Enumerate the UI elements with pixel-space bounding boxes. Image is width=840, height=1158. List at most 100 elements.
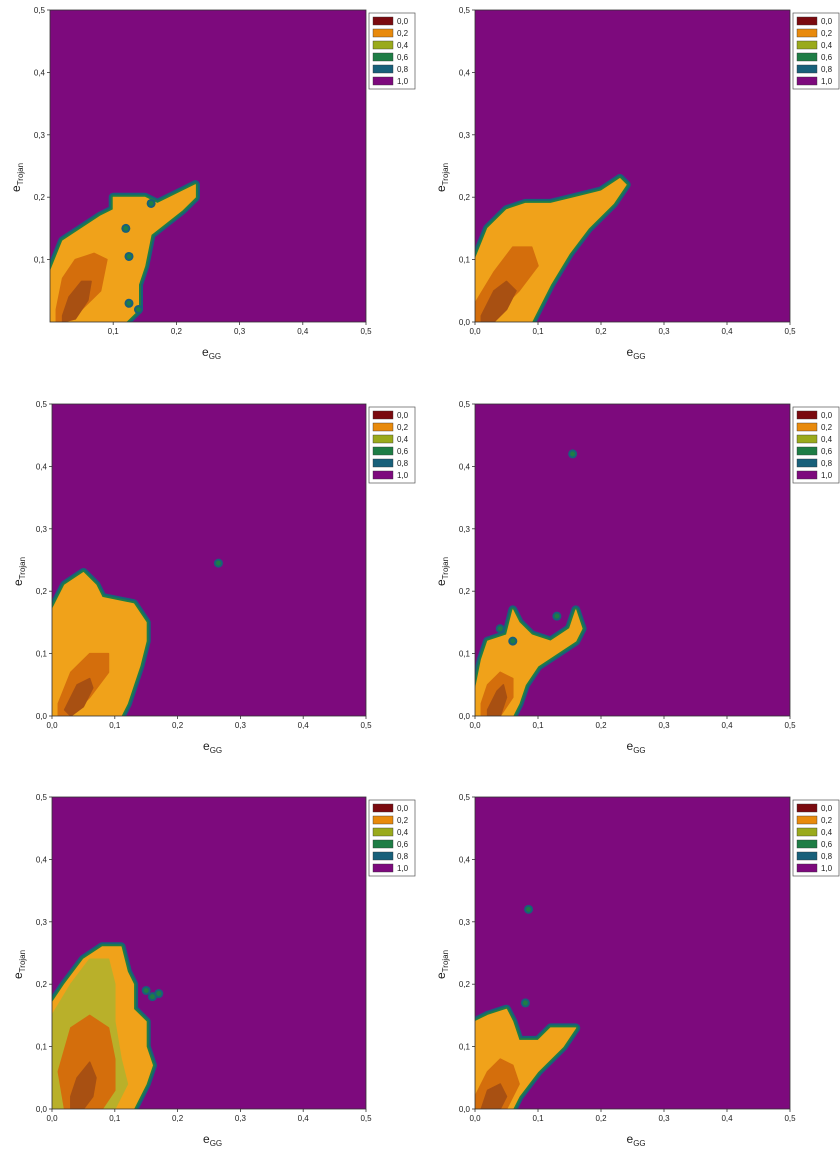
legend-swatch — [796, 839, 818, 849]
legend-label: 0,6 — [821, 53, 833, 62]
legend-swatch — [796, 434, 818, 444]
legend-label: 0,8 — [821, 459, 833, 468]
contour-island-core — [126, 253, 132, 259]
plot-area — [475, 449, 587, 716]
contour-island-core — [156, 991, 162, 997]
x-axis-label: eGG — [627, 739, 646, 755]
plot-area — [475, 904, 581, 1109]
x-tick-label: 0,1 — [109, 721, 121, 730]
contour-island-core — [135, 307, 141, 313]
y-tick-label: 0,2 — [459, 980, 471, 989]
x-tick-label: 0,4 — [298, 1114, 310, 1123]
x-tick-label: 0,5 — [784, 1114, 796, 1123]
legend-swatch — [372, 76, 394, 86]
y-tick-label: 0,4 — [459, 462, 471, 471]
y-tick-label: 0,4 — [459, 855, 471, 864]
plot-area — [52, 558, 223, 716]
contour-island-core — [497, 626, 503, 632]
legend-box — [368, 799, 416, 877]
contour-core-0-0 — [61, 280, 92, 322]
y-axis-label: eTrojan — [9, 163, 25, 192]
contour-island-core — [510, 638, 516, 644]
x-axis-label: eGG — [627, 1132, 646, 1148]
legend-box — [792, 406, 840, 484]
legend-swatch — [372, 863, 394, 873]
plot-area — [50, 180, 200, 322]
x-tick-label: 0,1 — [108, 327, 120, 336]
legend-label: 0,4 — [821, 41, 833, 50]
legend-label: 0,6 — [397, 53, 409, 62]
y-tick-label: 0,0 — [36, 1105, 48, 1114]
chart-panel-5: 0,0 0,1 0,2 0,3 0,4 0,5 0,0 0,1 0,2 0,3 0,4 0,5 eGG e… — [11, 793, 416, 1148]
legend-box — [792, 799, 840, 877]
legend-swatch — [372, 52, 394, 62]
x-tick-label: 0,1 — [109, 1114, 121, 1123]
legend-label: 0,2 — [821, 29, 833, 38]
legend-label: 1,0 — [397, 864, 409, 873]
legend-label: 0,4 — [821, 828, 833, 837]
y-axis-label: eTrojan — [434, 163, 450, 192]
y-tick-label: 0,2 — [34, 193, 46, 202]
contour-island-core — [126, 300, 132, 306]
legend-swatch — [796, 422, 818, 432]
y-tick-label: 0,5 — [459, 400, 471, 409]
contour-island-core — [148, 200, 154, 206]
y-tick-label: 0,2 — [459, 587, 471, 596]
contour-island-core — [570, 451, 576, 457]
x-tick-label: 0,1 — [532, 327, 544, 336]
legend-swatch — [372, 803, 394, 813]
legend: 0,0 0,2 0,4 0,6 0,8 1,0 — [792, 799, 840, 877]
y-tick-label: 0,2 — [36, 980, 48, 989]
legend-label: 0,4 — [397, 828, 409, 837]
x-tick-label: 0,2 — [172, 1114, 184, 1123]
x-tick-label: 0,4 — [721, 327, 733, 336]
legend-swatch — [372, 16, 394, 26]
legend: 0,0 0,2 0,4 0,6 0,8 1,0 — [368, 406, 416, 484]
contour-island-core — [554, 613, 560, 619]
x-tick-label: 0,1 — [532, 721, 544, 730]
legend: 0,0 0,2 0,4 0,6 0,8 1,0 — [792, 12, 840, 90]
x-tick-label: 0,2 — [172, 721, 184, 730]
contour-core-0-2 — [57, 1014, 116, 1109]
y-tick-label: 0,1 — [459, 256, 471, 265]
legend-label: 0,2 — [397, 423, 409, 432]
legend: 0,0 0,2 0,4 0,6 0,8 1,0 — [368, 12, 416, 90]
legend-swatch — [796, 16, 818, 26]
legend-label: 0,8 — [821, 65, 833, 74]
legend-label: 0,8 — [397, 852, 409, 861]
legend-label: 0,0 — [821, 17, 833, 26]
contour-island-core — [149, 994, 155, 1000]
chart-panel-3: 0,0 0,1 0,2 0,3 0,4 0,5 0,0 0,1 0,2 0,3 0,4 0,5 eGG e… — [11, 400, 416, 755]
legend-label: 0,2 — [397, 29, 409, 38]
x-tick-label: 0,5 — [360, 721, 372, 730]
legend-label: 1,0 — [821, 864, 833, 873]
x-tick-label: 0,0 — [469, 327, 481, 336]
plot-area — [52, 942, 164, 1109]
x-tick-label: 0,1 — [532, 1114, 544, 1123]
legend-label: 0,0 — [821, 804, 833, 813]
y-tick-label: 0,5 — [36, 400, 48, 409]
legend-swatch — [372, 28, 394, 38]
plot-frame — [51, 796, 367, 1110]
legend-label: 0,4 — [397, 435, 409, 444]
legend-label: 0,4 — [397, 41, 409, 50]
y-axis-label: eTrojan — [11, 950, 27, 979]
legend-swatch — [796, 827, 818, 837]
y-tick-label: 0,0 — [459, 318, 471, 327]
y-tick-label: 0,5 — [459, 6, 471, 15]
plot-frame — [474, 9, 791, 323]
legend-label: 0,2 — [397, 816, 409, 825]
x-tick-label: 0,0 — [46, 1114, 58, 1123]
legend-label: 0,6 — [397, 840, 409, 849]
legend-swatch — [796, 470, 818, 480]
legend-label: 1,0 — [821, 471, 833, 480]
chart-panel-4: 0,0 0,1 0,2 0,3 0,4 0,5 0,0 0,1 0,2 0,3 0,4 0,5 eGG e… — [434, 400, 840, 755]
y-tick-label: 0,4 — [36, 855, 48, 864]
legend-swatch — [796, 64, 818, 74]
y-tick-label: 0,1 — [36, 1043, 48, 1052]
legend-swatch — [796, 863, 818, 873]
plot-frame — [474, 796, 791, 1110]
contour-core-0-0 — [63, 677, 94, 716]
chart-panel-6: 0,0 0,1 0,2 0,3 0,4 0,5 0,0 0,1 0,2 0,3 0,4 0,5 eGG e… — [434, 793, 840, 1148]
